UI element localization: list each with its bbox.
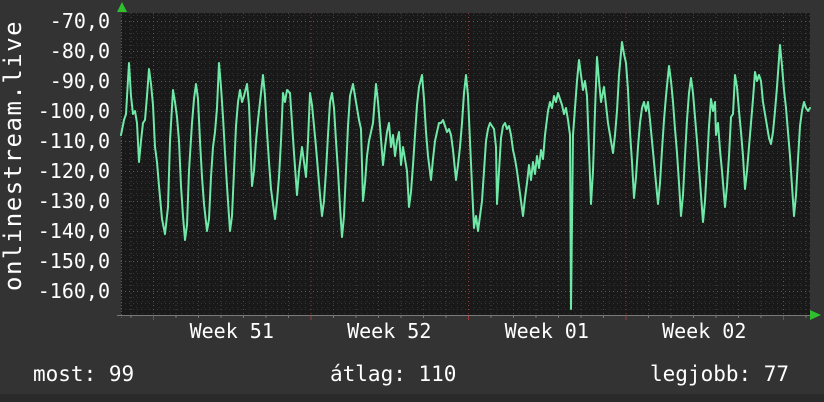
stat-legjobb: legjobb: 77 [650, 362, 790, 386]
y-tick-label: -140,0 [37, 219, 110, 243]
x-week-label: Week 02 [662, 319, 747, 343]
y-axis-up-arrow-icon [117, 2, 127, 12]
y-tick-label: -70,0 [49, 9, 110, 33]
page-title: onlinestream.live [0, 19, 27, 291]
y-tick-label: -160,0 [37, 279, 110, 303]
y-tick-label: -110,0 [37, 129, 110, 153]
x-week-label: Week 01 [504, 319, 589, 343]
stat-most: most: 99 [33, 362, 135, 386]
y-tick-label: -80,0 [49, 39, 110, 63]
y-tick-label: -90,0 [49, 69, 110, 93]
y-tick-label: -120,0 [37, 159, 110, 183]
stat-atlag: átlag: 110 [330, 362, 457, 386]
y-tick-label: -130,0 [37, 189, 110, 213]
y-tick-label: -150,0 [37, 249, 110, 273]
x-week-label: Week 51 [189, 319, 274, 343]
bottom-border [0, 394, 824, 402]
y-tick-label: -100,0 [37, 99, 110, 123]
x-axis-right-arrow-icon [810, 310, 821, 320]
plot-area [121, 13, 810, 315]
x-week-label: Week 52 [347, 319, 432, 343]
